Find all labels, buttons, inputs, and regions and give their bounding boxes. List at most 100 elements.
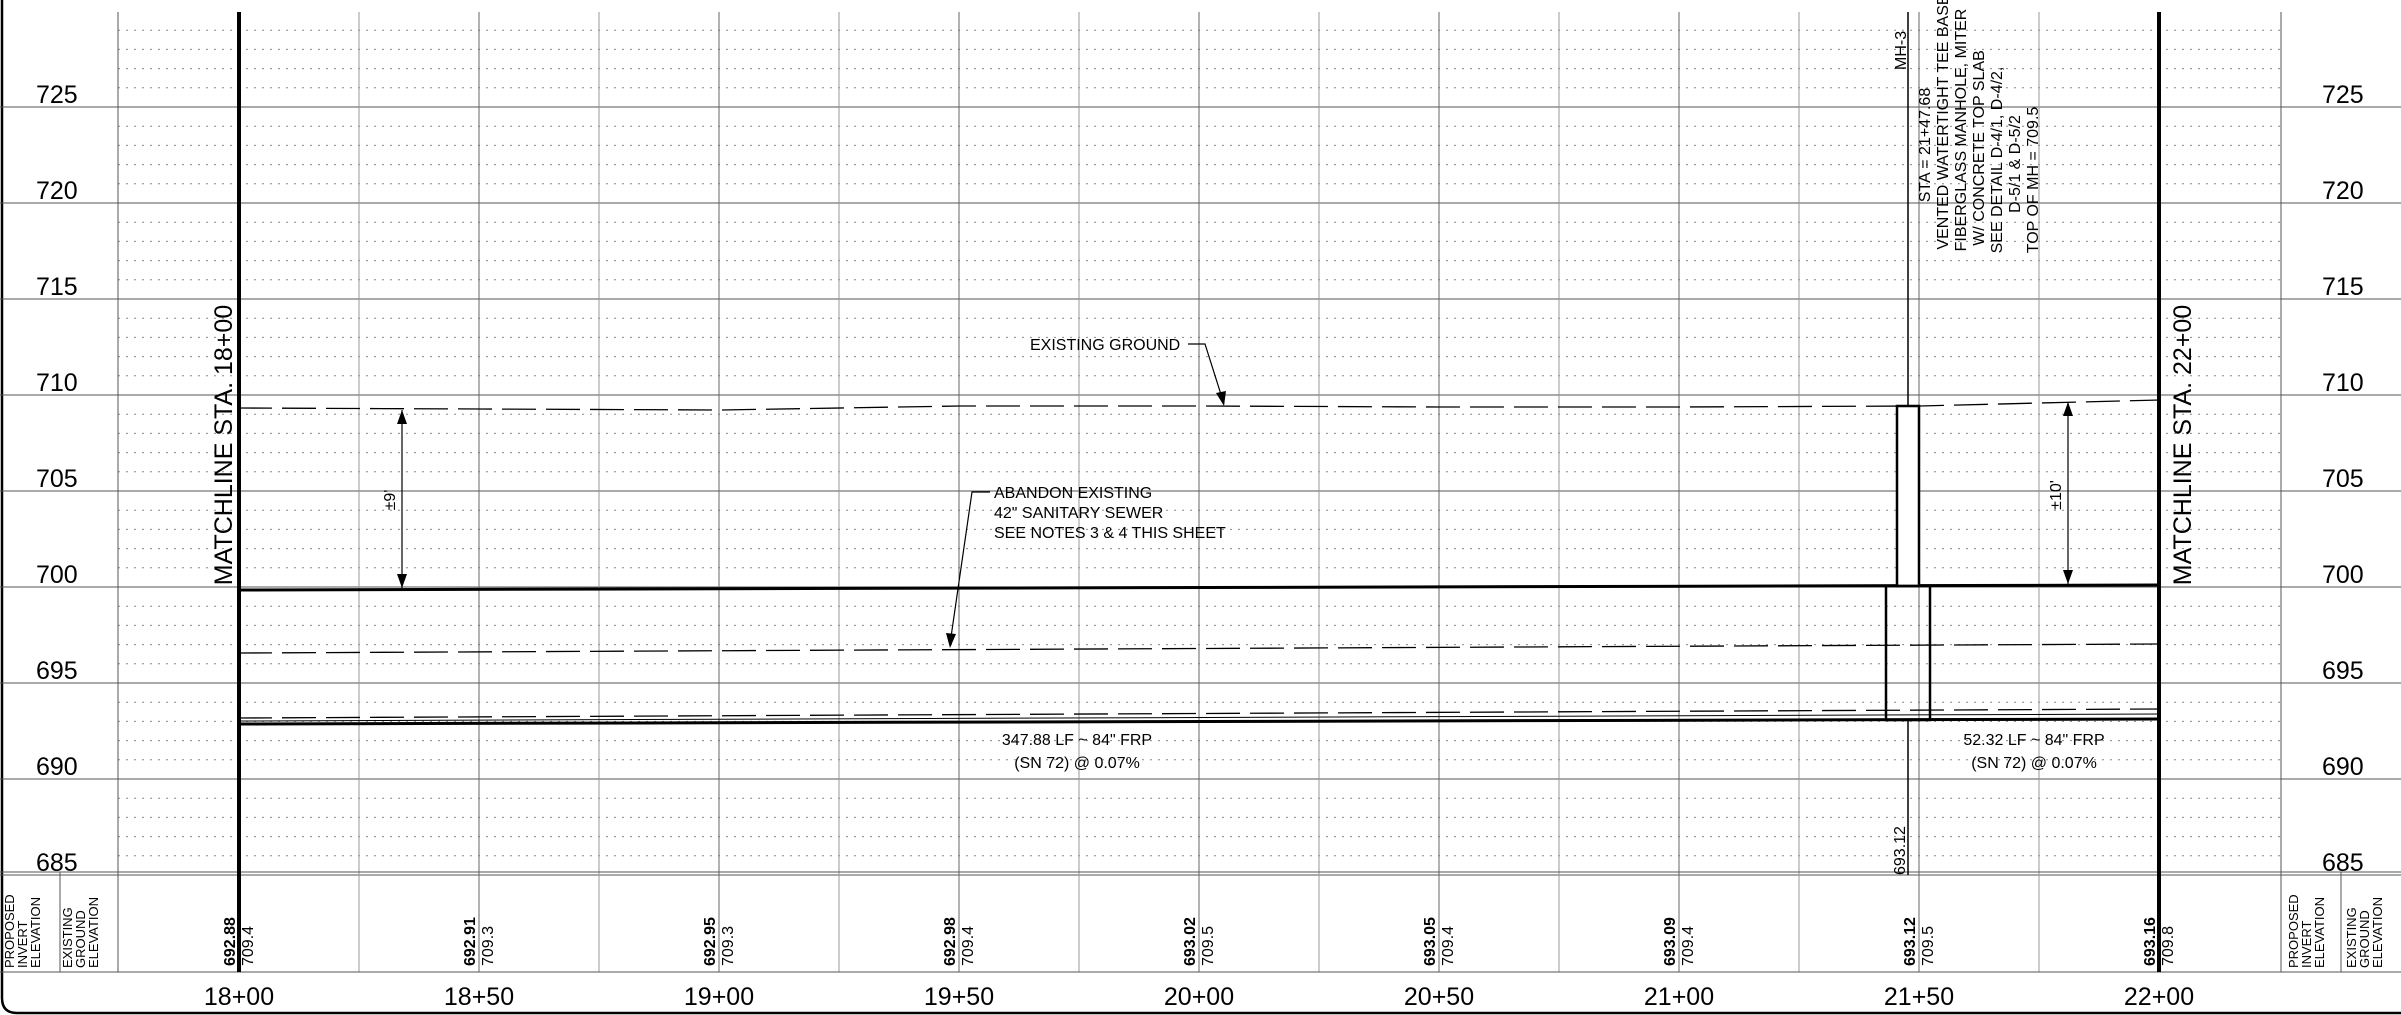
station-label: 18+50: [444, 983, 514, 1011]
row-header-ground-right: ELEVATION: [2370, 897, 2385, 968]
abandoned-sewer-line: [237, 643, 2161, 654]
invert-elevation-value: 693.16: [2142, 917, 2159, 966]
abandon-arrow: [946, 633, 956, 648]
station-label: 20+00: [1164, 983, 1234, 1011]
cover-left-label: ±9': [382, 490, 399, 511]
invert-elevation-value: 692.88: [222, 917, 239, 966]
abandon-callout: ABANDON EXISTING 42" SANITARY SEWER SEE …: [946, 485, 1226, 648]
pipe-invert-inner: [237, 713, 2161, 722]
manhole-note-line: VENTED WATERTIGHT TEE BASE: [1935, 0, 1952, 250]
ground-elevation-value: 709.5: [1920, 926, 1937, 966]
profile-lines: [237, 399, 2161, 726]
row-header-invert-right: INVERT: [2299, 921, 2314, 968]
invert-elevation-value: 693.02: [1182, 917, 1199, 966]
manhole-note-line: TOP OF MH = 709.5: [2025, 107, 2042, 254]
ground-elevation-value: 709.8: [2160, 926, 2177, 966]
pipe2-label-1: 52.32 LF ~ 84" FRP: [1963, 732, 2104, 749]
manhole-note-line: SEE DETAIL D-4/1, D-4/2,: [1989, 67, 2006, 254]
elevation-labels: 725 720 715 710 705 700 695 690 685 725 720 715 710 7…: [36, 81, 2364, 877]
elevation-label-right: 715: [2322, 273, 2364, 301]
elevation-label-right: 700: [2322, 561, 2364, 589]
elevation-label-right: 705: [2322, 465, 2364, 493]
row-header-invert-right: ELEVATION: [2312, 897, 2327, 968]
matchline-right-label: MATCHLINE STA. 22+00: [2169, 305, 2197, 585]
invert-elevation-value: 692.91: [462, 917, 479, 966]
manhole-invert-label: 693.12: [1892, 826, 1909, 875]
ground-elevation-value: 709.3: [720, 926, 737, 966]
ground-elevation-value: 709.4: [960, 926, 977, 966]
existing-ground-arrow: [1216, 391, 1226, 406]
abandon-line-2: 42" SANITARY SEWER: [994, 505, 1163, 522]
existing-ground-callout: EXISTING GROUND: [1030, 337, 1226, 406]
elevation-label-left: 685: [36, 849, 78, 877]
abandon-line-3: SEE NOTES 3 & 4 THIS SHEET: [994, 525, 1226, 542]
row-header-invert-right: PROPOSED: [2286, 894, 2301, 968]
pipe-invert: [237, 717, 2161, 726]
manhole-note-line: D-5/1 & D-5/2: [2007, 115, 2024, 213]
manhole-note-line: STA = 21+47.68: [1917, 88, 1934, 203]
elevation-label-right: 720: [2322, 177, 2364, 205]
row-header-ground-left: GROUND: [73, 910, 88, 968]
ground-elevation-value: 709.4: [240, 926, 257, 966]
row-header-invert-left: INVERT: [15, 921, 30, 968]
row-header-invert-left: PROPOSED: [2, 894, 17, 968]
station-label: 21+00: [1644, 983, 1714, 1011]
station-label: 20+50: [1404, 983, 1474, 1011]
cover-left-arrow-bottom: [397, 574, 407, 588]
manhole-base: [1884, 584, 1932, 722]
elevation-label-left: 720: [36, 177, 78, 205]
elevation-label-left: 705: [36, 465, 78, 493]
cover-right-arrow-bottom: [2063, 570, 2073, 584]
pipe-labels: 347.88 LF ~ 84" FRP (SN 72) @ 0.07% 52.3…: [1002, 732, 2105, 772]
elevation-label-right: 685: [2322, 849, 2364, 877]
station-label: 21+50: [1884, 983, 1954, 1011]
invert-elevation-value: 692.98: [942, 917, 959, 966]
manhole-note-line: MH-3: [1893, 31, 1910, 70]
row-header-ground-right: GROUND: [2357, 910, 2372, 968]
ground-elevation-value: 709.4: [1440, 926, 1457, 966]
cover-right-label: ±10': [2048, 480, 2065, 510]
ground-elevation-value: 709.3: [480, 926, 497, 966]
elevation-label-right: 710: [2322, 369, 2364, 397]
cover-left-arrow-top: [397, 410, 407, 424]
elevation-label-left: 700: [36, 561, 78, 589]
elevation-label-left: 695: [36, 657, 78, 685]
row-header-invert-left: ELEVATION: [28, 897, 43, 968]
invert-elevation-value: 693.12: [1902, 917, 1919, 966]
elevation-label-left: 690: [36, 753, 78, 781]
invert-elevation-value: 693.09: [1662, 917, 1679, 966]
matchlines: MATCHLINE STA. 18+00 MATCHLINE STA. 22+0…: [210, 12, 2197, 972]
manhole-callout: MH-3 STA = 21+47.68 VENTED WATERTIGHT TEE …: [1893, 0, 2042, 253]
elevation-label-left: 725: [36, 81, 78, 109]
row-header-ground-left: EXISTING: [60, 907, 75, 968]
invert-elevation-value: 692.95: [702, 917, 719, 966]
pipe-crown: [237, 583, 2161, 592]
abandon-line-1: ABANDON EXISTING: [994, 485, 1152, 502]
existing-ground-leader: [1188, 343, 1225, 405]
station-label: 19+50: [924, 983, 994, 1011]
profile-grid: [0, 12, 2401, 973]
row-header-ground-right: EXISTING: [2344, 907, 2359, 968]
manhole-mh3: MH-3 STA = 21+47.68 VENTED WATERTIGHT TEE …: [1884, 0, 2042, 875]
matchline-left-label: MATCHLINE STA. 18+00: [210, 305, 238, 585]
pipe2-label-2: (SN 72) @ 0.07%: [1971, 755, 2097, 772]
existing-ground-line: [237, 399, 2161, 411]
abandon-leader: [949, 491, 990, 645]
elevation-label-right: 725: [2322, 81, 2364, 109]
station-label: 22+00: [2124, 983, 2194, 1011]
abandoned-sewer-bottom: [237, 708, 2161, 719]
station-label: 19+00: [684, 983, 754, 1011]
cover-dimensions: ±9' ±10': [382, 402, 2073, 588]
station-label: 18+00: [204, 983, 274, 1011]
elevation-label-right: 695: [2322, 657, 2364, 685]
pipe1-label-2: (SN 72) @ 0.07%: [1014, 755, 1140, 772]
elevation-label-right: 690: [2322, 753, 2364, 781]
pipe1-label-1: 347.88 LF ~ 84" FRP: [1002, 732, 1152, 749]
ground-elevation-value: 709.4: [1680, 926, 1697, 966]
manhole-note-line: FIBERGLASS MANHOLE, MITER: [1953, 9, 1970, 252]
manhole-note-line: W/ CONCRETE TOP SLAB: [1971, 50, 1988, 246]
elevation-label-left: 715: [36, 273, 78, 301]
